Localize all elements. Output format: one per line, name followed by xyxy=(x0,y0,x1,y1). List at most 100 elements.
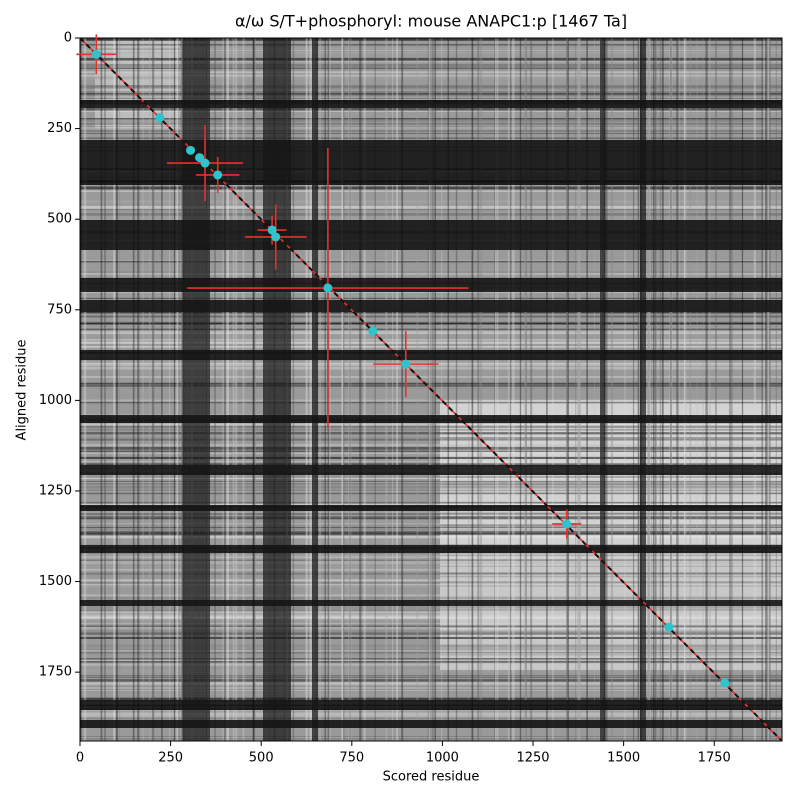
texture-col xyxy=(578,38,581,741)
texture-col xyxy=(104,38,106,741)
texture-col xyxy=(233,38,235,741)
texture-col xyxy=(689,38,692,741)
texture-col xyxy=(341,38,344,741)
texture-col xyxy=(479,38,483,741)
texture-col xyxy=(254,38,256,741)
dark-band xyxy=(80,600,782,606)
texture-row xyxy=(80,69,782,72)
texture-col xyxy=(605,38,608,741)
texture-row xyxy=(80,57,782,61)
texture-col xyxy=(234,38,238,741)
point xyxy=(186,145,196,155)
texture-row xyxy=(80,566,782,567)
texture-col xyxy=(638,38,641,741)
texture-row xyxy=(80,575,782,578)
texture-row xyxy=(80,561,782,565)
texture-col xyxy=(741,38,744,741)
dark-band xyxy=(183,38,210,741)
texture-col xyxy=(775,38,777,741)
texture-row xyxy=(80,644,782,647)
texture-col xyxy=(661,38,664,741)
texture-col xyxy=(586,38,589,741)
texture-row xyxy=(80,44,782,46)
texture-col xyxy=(684,38,687,741)
y-tick-label: 500 xyxy=(47,212,72,227)
texture-col xyxy=(80,38,82,741)
texture-col xyxy=(181,38,184,741)
texture-col xyxy=(180,38,184,741)
texture-row xyxy=(80,64,782,67)
texture-row xyxy=(80,658,782,660)
texture-row xyxy=(80,423,782,426)
texture-row xyxy=(80,649,782,652)
x-axis-label: Scored residue xyxy=(383,770,480,785)
texture-col xyxy=(181,38,184,741)
texture-col xyxy=(468,38,470,741)
texture-row xyxy=(80,554,782,557)
texture-row xyxy=(80,524,782,527)
texture-row xyxy=(80,646,782,649)
point xyxy=(271,232,281,242)
texture-col xyxy=(566,38,568,741)
texture-col xyxy=(137,38,140,741)
texture-col xyxy=(224,38,227,741)
texture-col xyxy=(647,38,649,741)
point xyxy=(213,170,223,180)
texture-col xyxy=(432,38,435,741)
point xyxy=(155,113,165,123)
texture-col xyxy=(624,38,626,741)
texture-col xyxy=(708,38,711,741)
texture-col xyxy=(231,38,233,741)
texture-row xyxy=(80,366,782,370)
dark-band xyxy=(80,465,782,475)
texture-row xyxy=(80,320,782,323)
texture-col xyxy=(342,38,345,741)
plot-frame xyxy=(79,37,783,742)
texture-col xyxy=(350,38,352,741)
texture-row xyxy=(80,686,782,690)
texture-col xyxy=(763,38,765,741)
texture-row xyxy=(80,658,782,662)
texture-col xyxy=(447,38,450,741)
texture-row xyxy=(80,118,782,121)
texture-col xyxy=(396,38,399,741)
texture-col xyxy=(100,38,103,741)
texture-row xyxy=(80,491,782,493)
texture-col xyxy=(696,38,698,741)
texture-col xyxy=(226,38,230,741)
texture-col xyxy=(161,38,163,741)
x-tick-label: 1500 xyxy=(607,751,640,766)
texture-col xyxy=(244,38,246,741)
texture-row xyxy=(80,272,782,275)
texture-col xyxy=(714,38,717,741)
texture-row xyxy=(80,76,782,78)
texture-col xyxy=(363,38,366,741)
texture-row xyxy=(80,439,782,441)
texture-row xyxy=(80,625,782,628)
texture-col xyxy=(152,38,155,741)
texture-row xyxy=(80,133,782,134)
texture-row xyxy=(80,52,782,54)
texture-col xyxy=(308,38,310,741)
texture-col xyxy=(753,38,756,741)
texture-row xyxy=(80,485,782,489)
dark-band xyxy=(80,700,782,710)
texture-col xyxy=(497,38,499,741)
texture-row xyxy=(80,556,782,558)
texture-col xyxy=(242,38,245,741)
dark-band xyxy=(600,38,605,741)
texture-col xyxy=(427,38,429,741)
texture-row xyxy=(80,679,782,682)
texture-row xyxy=(80,689,782,690)
texture-row xyxy=(80,594,782,597)
texture-row xyxy=(80,384,782,387)
texture-row xyxy=(80,623,782,625)
texture-row xyxy=(80,213,782,216)
point xyxy=(720,678,730,688)
texture-row xyxy=(80,95,782,97)
texture-row xyxy=(80,584,782,587)
texture-col xyxy=(546,38,548,741)
texture-row xyxy=(80,568,782,571)
texture-col xyxy=(654,38,657,741)
texture-row xyxy=(80,428,782,431)
